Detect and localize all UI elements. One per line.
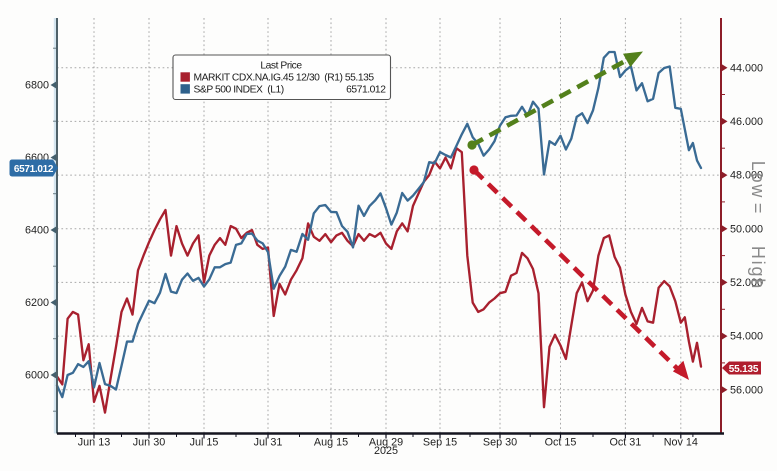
svg-text:Aug 15: Aug 15 — [314, 437, 348, 449]
svg-text:54.000: 54.000 — [730, 331, 763, 343]
svg-text:6200: 6200 — [25, 297, 49, 309]
svg-text:6000: 6000 — [25, 370, 49, 382]
svg-text:52.000: 52.000 — [730, 277, 763, 289]
svg-text:48.000: 48.000 — [730, 170, 763, 182]
svg-text:56.000: 56.000 — [730, 384, 763, 396]
svg-text:Jun 30: Jun 30 — [133, 437, 165, 449]
svg-text:Jul 15: Jul 15 — [190, 437, 219, 449]
svg-text:Last Price: Last Price — [260, 61, 302, 72]
svg-text:Oct 31: Oct 31 — [609, 437, 641, 449]
svg-text:46.000: 46.000 — [730, 116, 763, 128]
svg-text:55.135: 55.135 — [729, 364, 759, 375]
svg-text:=: = — [748, 203, 768, 215]
svg-text:6571.012: 6571.012 — [14, 164, 54, 175]
svg-text:Jun 13: Jun 13 — [78, 437, 110, 449]
svg-text:High: High — [748, 246, 768, 290]
svg-text:S&P 500 INDEX (L1): S&P 500 INDEX (L1) — [194, 84, 284, 95]
svg-text:Aug 29: Aug 29 — [369, 437, 403, 449]
svg-text:Jul 31: Jul 31 — [254, 437, 283, 449]
svg-text:Low: Low — [748, 161, 768, 199]
svg-text:2025: 2025 — [374, 445, 398, 457]
svg-text:Nov 14: Nov 14 — [664, 437, 698, 449]
svg-text:MARKIT CDX.NA.IG.45 12/30 (R1: MARKIT CDX.NA.IG.45 12/30 (R1) 55.135 — [194, 73, 375, 84]
svg-text:Sep 15: Sep 15 — [423, 437, 457, 449]
svg-text:Sep 30: Sep 30 — [483, 437, 517, 449]
svg-text:6800: 6800 — [25, 80, 49, 92]
svg-text:6400: 6400 — [25, 225, 49, 237]
svg-text:50.000: 50.000 — [730, 223, 763, 235]
svg-text:6571.012: 6571.012 — [346, 84, 386, 95]
svg-text:Oct 15: Oct 15 — [545, 437, 577, 449]
svg-text:44.000: 44.000 — [730, 62, 763, 74]
